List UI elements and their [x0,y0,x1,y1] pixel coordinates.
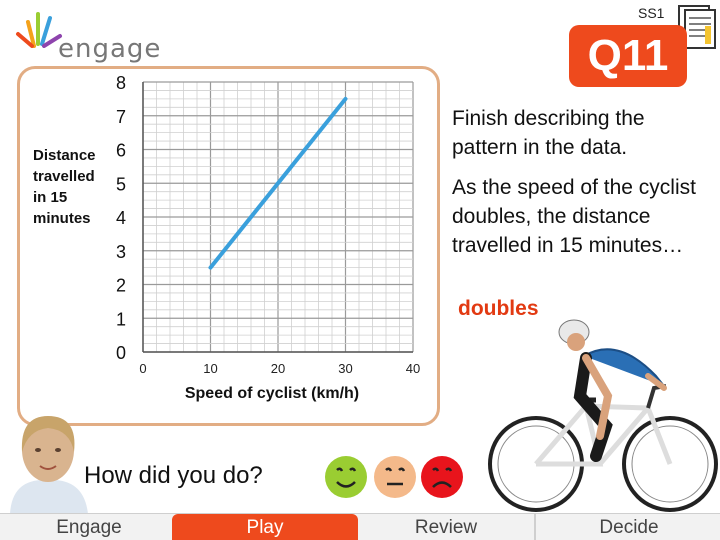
logo-text: engage [58,34,162,64]
cyclist-image [488,319,718,512]
answer-text: doubles [458,297,539,320]
question-statement: As the speed of the cyclist doubles, the… [452,176,696,257]
presenter-avatar [10,416,88,514]
happy-face-icon[interactable] [325,456,367,498]
question-prompt: Finish describing the pattern in the dat… [452,107,645,159]
nav-play[interactable]: Play [172,514,358,540]
section-label: SS1 [638,5,665,21]
chart-card [17,66,440,426]
document-icon[interactable] [677,4,717,50]
sad-face-icon[interactable] [421,456,463,498]
question-badge: Q11 [569,25,687,87]
logo-burst-icon [16,12,62,48]
nav-review[interactable]: Review [358,514,536,540]
nav-decide[interactable]: Decide [599,516,659,538]
engage-logo: engage [14,8,160,64]
bottom-nav: Engage Play Review Decide [0,513,720,540]
nav-engage[interactable]: Engage [56,516,122,538]
feedback-question: How did you do? [84,462,263,489]
neutral-face-icon[interactable] [374,456,416,498]
